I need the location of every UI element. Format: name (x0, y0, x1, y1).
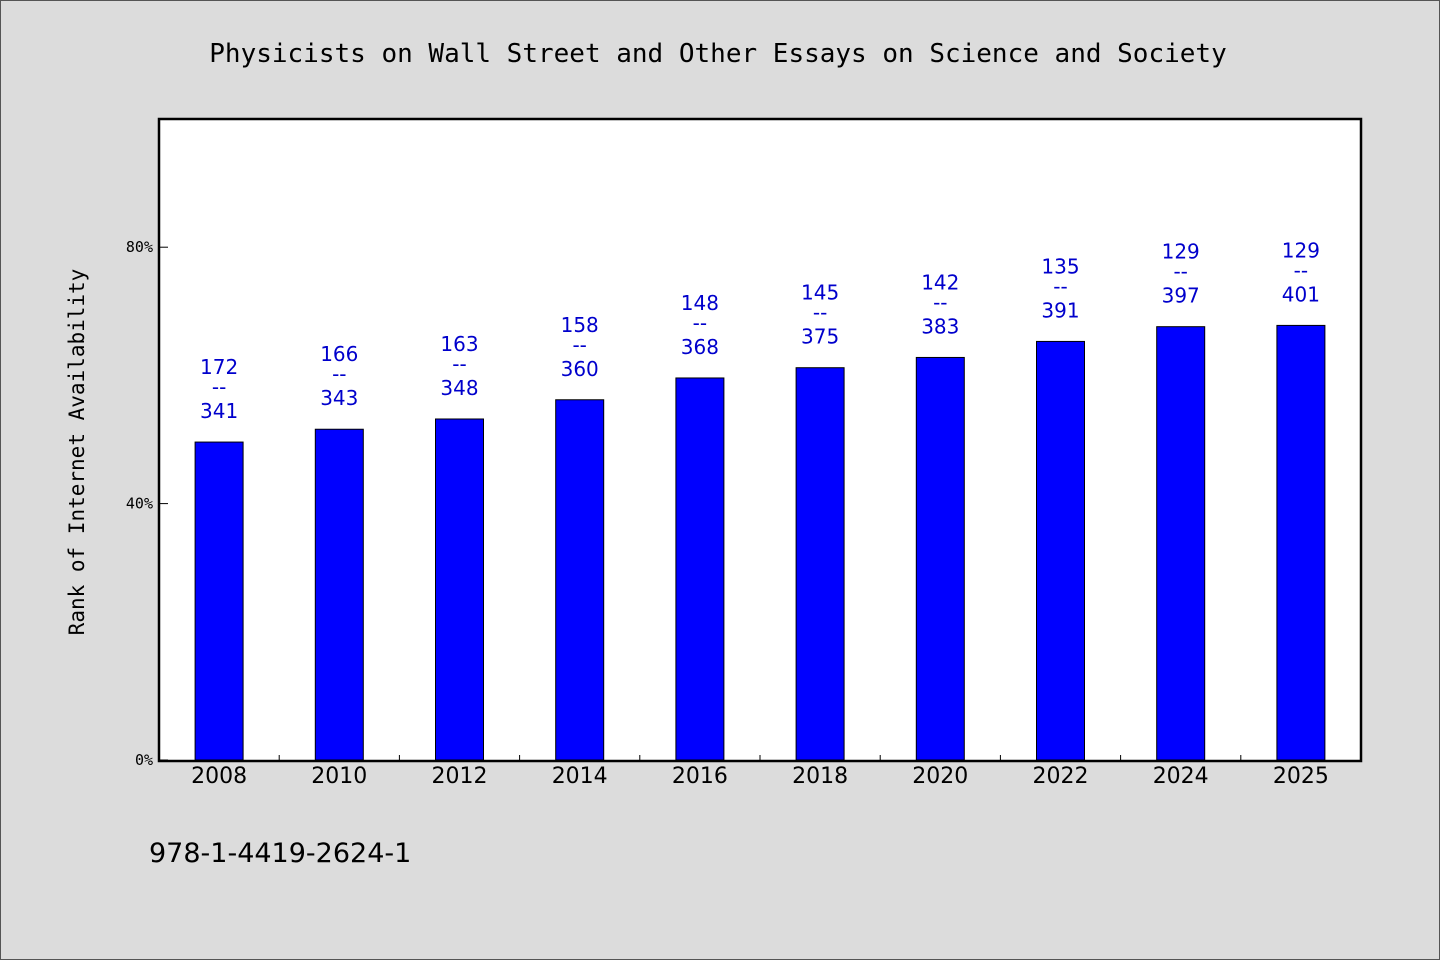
bar-label-top: 142 (921, 270, 959, 294)
x-tick-label: 2012 (432, 764, 488, 789)
bar-label-bottom: 375 (801, 325, 839, 349)
x-tick-label: 2018 (792, 764, 848, 789)
bar-label-bottom: 383 (921, 314, 959, 338)
bar-label-bottom: 343 (320, 386, 358, 410)
x-axis: 2008 2010 2012 2014 2016 2018 2020 2022 2024 2025 (191, 755, 1329, 789)
bar-label-separator: -- (933, 290, 947, 314)
bar-label-separator: -- (452, 352, 466, 376)
bar-label-separator: -- (693, 311, 707, 335)
bar-label-separator: -- (1173, 260, 1187, 284)
x-tick-label: 2025 (1273, 764, 1329, 789)
bar-2025 (1276, 324, 1326, 761)
bar-label-top: 129 (1282, 238, 1320, 262)
x-tick-label: 2022 (1033, 764, 1089, 789)
bar-2024 (1156, 326, 1206, 761)
x-tick-label: 2008 (191, 764, 247, 789)
y-axis-label: Rank of Internet Availability (65, 269, 89, 636)
y-tick-label: 40% (126, 495, 153, 513)
bar-label-top: 145 (801, 281, 839, 305)
bar-label-bottom: 391 (1041, 298, 1079, 322)
bar-label-separator: -- (212, 375, 226, 399)
bar-label-bottom: 360 (561, 357, 599, 381)
bar-2018 (795, 367, 845, 761)
y-tick-label: 0% (135, 751, 153, 769)
bar-label-bottom: 341 (200, 399, 238, 423)
x-tick-label: 2014 (552, 764, 608, 789)
bar-label-bottom: 368 (681, 335, 719, 359)
y-tick-label: 80% (126, 238, 153, 256)
bar-label-separator: -- (1294, 258, 1308, 282)
bar-label-bottom: 401 (1282, 282, 1320, 306)
bars-layer (194, 324, 1326, 761)
bar-label-bottom: 397 (1162, 284, 1200, 308)
bar-2010 (314, 428, 364, 761)
bar-label-top: 148 (681, 291, 719, 315)
bar-label-top: 135 (1041, 254, 1079, 278)
bar-2016 (675, 377, 725, 761)
x-tick-label: 2020 (912, 764, 968, 789)
bar-2014 (555, 399, 605, 761)
x-tick-label: 2016 (672, 764, 728, 789)
bar-label-bottom: 348 (440, 376, 478, 400)
isbn-text: 978-1-4419-2624-1 (149, 838, 411, 869)
bar-2012 (435, 418, 484, 761)
bar-label-separator: -- (332, 362, 346, 386)
bar-2022 (1036, 340, 1085, 761)
chart-title: Physicists on Wall Street and Other Essa… (209, 39, 1226, 69)
bar-label-top: 129 (1162, 240, 1200, 264)
bar-2008 (194, 441, 244, 761)
bar-label-separator: -- (1053, 274, 1067, 298)
bar-labels-layer: 172--341166--343163--348158--360148--368… (200, 238, 1320, 423)
bar-label-top: 163 (440, 332, 478, 356)
bar-label-top: 172 (200, 355, 238, 379)
y-axis: 0% 40% 80% (126, 238, 168, 769)
x-tick-label: 2010 (311, 764, 367, 789)
x-tick-label: 2024 (1153, 764, 1209, 789)
bar-2020 (915, 356, 965, 761)
bar-label-separator: -- (813, 301, 827, 325)
bar-label-separator: -- (572, 333, 586, 357)
bar-label-top: 166 (320, 342, 358, 366)
bar-label-top: 158 (561, 313, 599, 337)
